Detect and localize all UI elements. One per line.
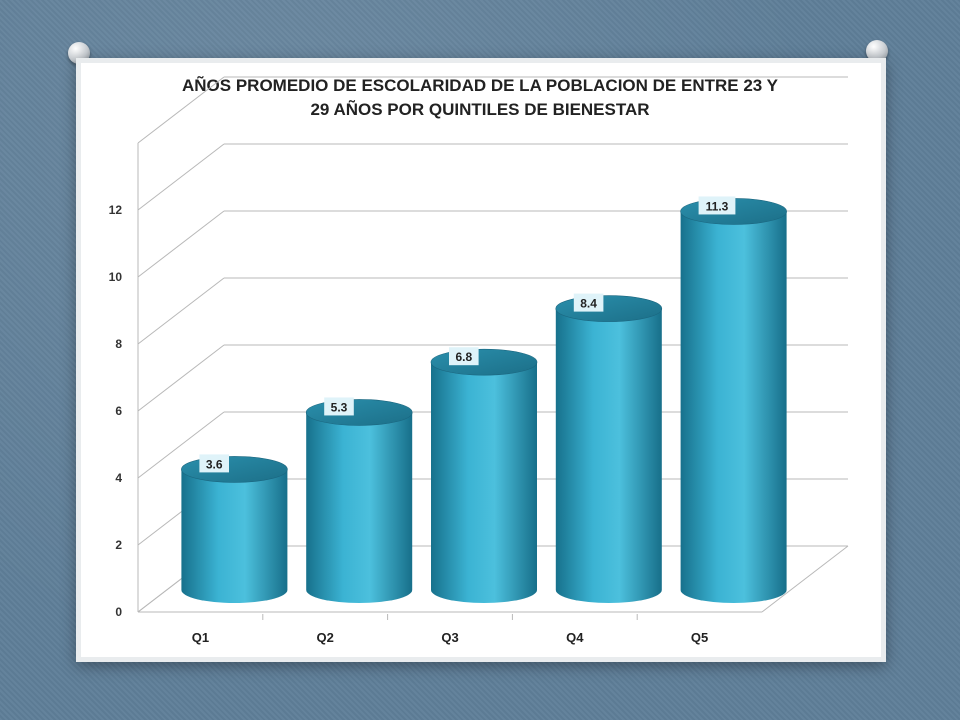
chart-title-line-1: AÑOS PROMEDIO DE ESCOLARIDAD DE LA POBLA… xyxy=(181,76,778,95)
bars: 3.6 5.3 6.8 8.4 11.3 xyxy=(181,196,787,603)
y-tick-label: 8 xyxy=(115,337,122,351)
data-label: 8.4 xyxy=(580,297,597,311)
data-label: 11.3 xyxy=(706,199,729,213)
bar-body xyxy=(555,308,662,603)
gridline-diagonal xyxy=(137,411,225,479)
floor-right-edge xyxy=(761,545,849,613)
data-label-box xyxy=(449,347,479,366)
y-tick-label: 2 xyxy=(115,538,122,552)
x-category-label: Q1 xyxy=(192,630,209,645)
pushpin-right-icon xyxy=(866,40,888,62)
chart-title-line-2: 29 AÑOS POR QUINTILES DE BIENESTAR xyxy=(310,100,650,119)
x-category-label: Q3 xyxy=(441,630,458,645)
bar-body xyxy=(680,211,787,603)
gridline-diagonal xyxy=(137,76,225,144)
bar: 3.6 xyxy=(181,454,288,603)
bar-top xyxy=(555,295,663,322)
bar-top xyxy=(305,399,413,426)
data-label: 6.8 xyxy=(455,350,472,364)
x-axis-categories: Q1 Q2 Q3 Q4 Q5 xyxy=(192,630,709,645)
y-tick-label: 12 xyxy=(109,203,123,217)
bar: 5.3 xyxy=(305,397,413,603)
y-axis-ticks: 0 2 4 6 8 10 12 xyxy=(109,203,123,619)
bar-body xyxy=(431,362,537,603)
bar-body xyxy=(181,469,288,603)
bar-body xyxy=(306,412,413,603)
gridline-diagonal xyxy=(137,210,225,278)
data-label-box xyxy=(199,454,229,473)
y-tick-label: 0 xyxy=(115,605,122,619)
y-tick-label: 4 xyxy=(115,471,122,485)
chart-title: AÑOS PROMEDIO DE ESCOLARIDAD DE LA POBLA… xyxy=(80,74,880,122)
bar-top xyxy=(430,348,538,376)
bar: 11.3 xyxy=(680,196,787,603)
bar: 8.4 xyxy=(555,293,663,603)
y-tick-label: 10 xyxy=(109,270,123,284)
gridline-diagonal xyxy=(137,143,225,211)
x-category-label: Q4 xyxy=(566,630,584,645)
data-label: 5.3 xyxy=(331,400,348,414)
x-category-label: Q2 xyxy=(317,630,334,645)
data-label-box xyxy=(324,397,354,416)
gridline-diagonal xyxy=(137,344,225,412)
bar-top xyxy=(181,456,288,483)
gridline-diagonal xyxy=(137,277,225,345)
bar: 6.8 xyxy=(430,347,538,603)
data-label-box xyxy=(573,293,604,312)
x-category-label: Q5 xyxy=(691,630,708,645)
data-label-box xyxy=(698,196,736,215)
data-label: 3.6 xyxy=(206,457,223,471)
y-tick-label: 6 xyxy=(115,404,122,418)
